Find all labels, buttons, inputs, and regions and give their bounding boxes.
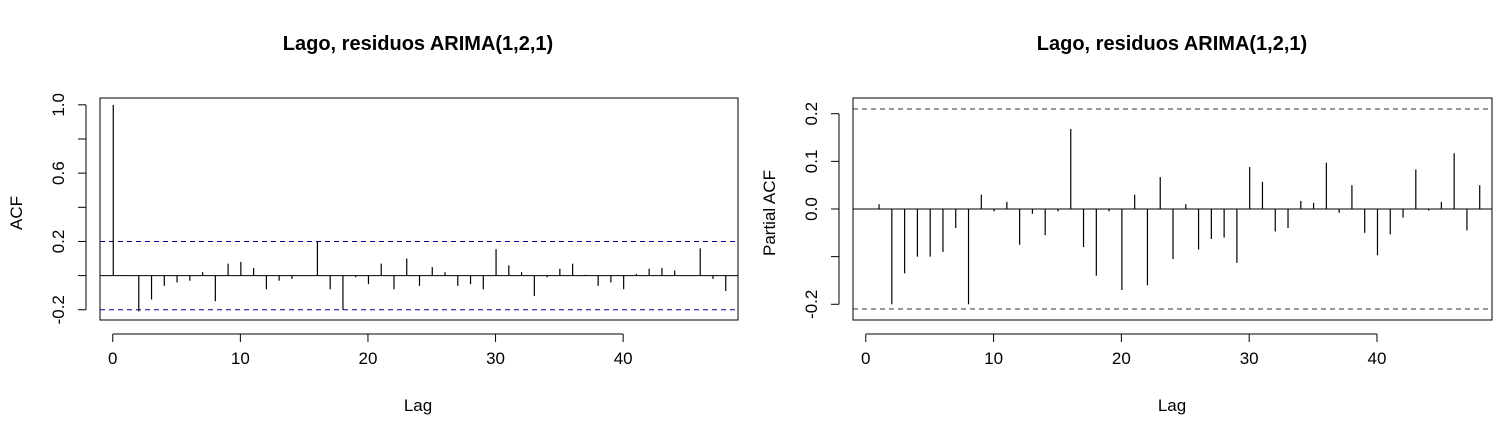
pacf-x-tick-label: 40 [1368, 349, 1387, 368]
acf-y-tick-label: 0.2 [49, 230, 68, 254]
acf-y-tick-label: 0.6 [49, 161, 68, 185]
acf-plot-frame [99, 97, 739, 321]
pacf-y-tick-label: -0.2 [802, 290, 821, 319]
pacf-y-tick-label: 0.0 [802, 197, 821, 221]
pacf-panel: Lago, residuos ARIMA(1,2,1) Lag Partial … [760, 33, 1493, 415]
pacf-x-tick-label: 10 [984, 349, 1003, 368]
acf-panel: Lago, residuos ARIMA(1,2,1) Lag ACF 0 10 2… [7, 33, 739, 415]
acf-x-tick-label: 40 [614, 349, 633, 368]
acf-title: Lago, residuos ARIMA(1,2,1) [283, 33, 553, 55]
acf-y-axis-label: ACF [7, 196, 26, 230]
pacf-y-tick-label: 0.1 [802, 150, 821, 174]
acf-x-tick-label: 30 [486, 349, 505, 368]
pacf-x-tick-label: 30 [1240, 349, 1259, 368]
pacf-y-tick-label: 0.2 [802, 102, 821, 126]
acf-x-tick-label: 10 [231, 349, 250, 368]
pacf-y-axis-label: Partial ACF [760, 170, 779, 256]
pacf-x-axis-label: Lag [1158, 396, 1186, 415]
acf-x-axis-label: Lag [404, 396, 432, 415]
acf-x-tick-label: 0 [108, 349, 117, 368]
acf-x-tick-label: 20 [358, 349, 377, 368]
pacf-x-tick-label: 0 [861, 349, 870, 368]
pacf-x-tick-label: 20 [1112, 349, 1131, 368]
pacf-title: Lago, residuos ARIMA(1,2,1) [1037, 33, 1307, 55]
acf-y-tick-label: -0.2 [49, 295, 68, 324]
acf-y-tick-label: 1.0 [49, 93, 68, 117]
